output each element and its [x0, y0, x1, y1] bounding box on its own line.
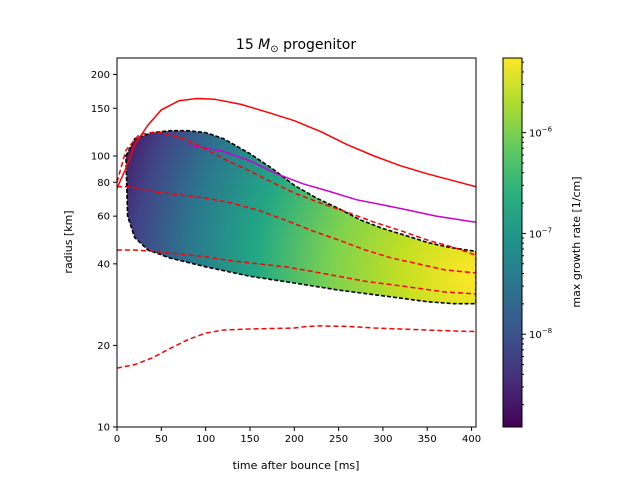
colorbar-tick-label: 10−8 — [529, 327, 552, 341]
y-axis-ticks: 10 20 40 60 80 100 150 200 — [91, 70, 117, 434]
colorbar-tick-label: 10−7 — [529, 226, 552, 240]
x-tick-label: 150 — [240, 434, 259, 445]
series-line-5 — [117, 249, 476, 295]
series-line-4 — [117, 186, 476, 274]
colorbar-label: max growth rate [1/cm] — [570, 176, 583, 307]
chart-title: 15 M⊙ progenitor — [236, 37, 356, 55]
x-tick-label: 350 — [418, 434, 437, 445]
x-tick-label: 300 — [373, 434, 392, 445]
y-tick-label: 200 — [91, 70, 110, 81]
y-axis-label: radius [km] — [62, 210, 75, 273]
x-axis-ticks: 0 50 100 150 200 250 300 350 400 — [114, 427, 481, 445]
plot-frame — [116, 57, 477, 428]
y-tick-label: 60 — [97, 212, 110, 223]
x-tick-label: 400 — [462, 434, 481, 445]
x-tick-label: 200 — [285, 434, 304, 445]
x-axis-label: time after bounce [ms] — [233, 459, 360, 472]
x-tick-label: 100 — [196, 434, 215, 445]
series-line-1 — [117, 97, 476, 189]
y-tick-label: 150 — [91, 104, 110, 115]
series-layer — [117, 97, 476, 369]
x-tick-label: 0 — [114, 434, 120, 445]
y-tick-label: 100 — [91, 152, 110, 163]
growth-region — [125, 129, 476, 305]
series-line-6 — [117, 325, 476, 369]
y-tick-label: 40 — [97, 259, 110, 270]
y-tick-label: 10 — [97, 423, 110, 434]
x-tick-label: 50 — [155, 434, 168, 445]
series-line-2 — [187, 144, 476, 223]
colorbar-ticks: 10−8 10−7 10−6 — [522, 61, 553, 406]
colorbar-tick-label: 10−6 — [529, 126, 553, 140]
y-tick-label: 80 — [97, 178, 110, 189]
y-tick-label: 20 — [97, 341, 110, 352]
colorbar — [502, 57, 523, 428]
series-line-3 — [117, 130, 476, 257]
x-tick-label: 250 — [329, 434, 348, 445]
